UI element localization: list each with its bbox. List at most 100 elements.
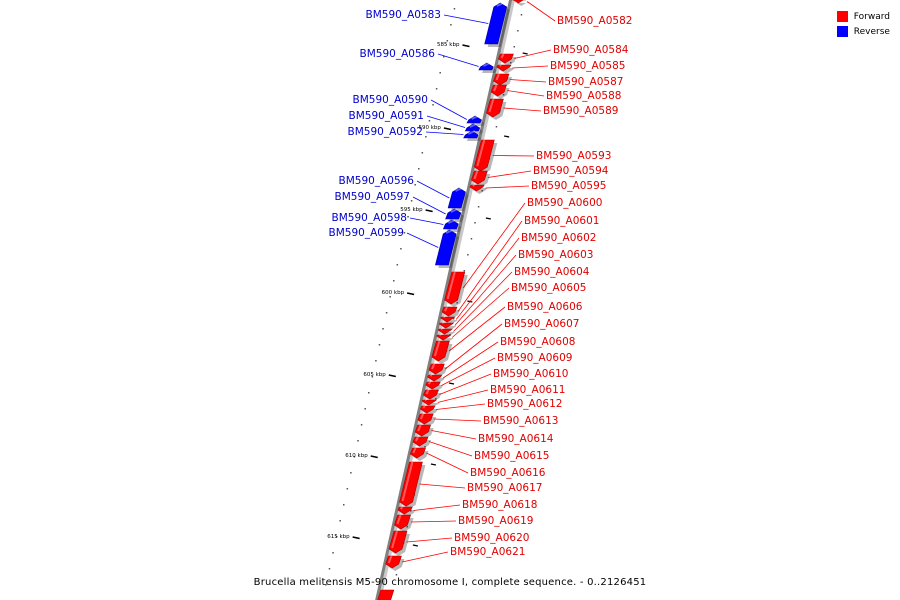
gene-label[interactable]: BM590_A0609 bbox=[497, 352, 572, 364]
gene-feature-BM590_A0618[interactable] bbox=[397, 506, 416, 517]
gene-feature-BM590_A0598[interactable] bbox=[442, 219, 462, 232]
gene-label[interactable]: BM590_A0588 bbox=[546, 90, 621, 102]
gene-label[interactable]: BM590_A0595 bbox=[531, 180, 606, 192]
gene-label[interactable]: BM590_A0586 bbox=[360, 48, 436, 60]
gene-feature-BM590_A0599[interactable] bbox=[435, 229, 460, 268]
gene-label[interactable]: BM590_A0589 bbox=[543, 105, 618, 117]
position-dot bbox=[353, 456, 356, 458]
position-dot bbox=[410, 200, 413, 202]
gene-label[interactable]: BM590_A0614 bbox=[478, 433, 554, 445]
gene-feature-BM590_A0588[interactable] bbox=[490, 84, 510, 99]
position-dot bbox=[325, 584, 327, 586]
position-dot bbox=[446, 40, 449, 42]
position-dot bbox=[443, 56, 445, 58]
gene-feature-BM590_A0602[interactable] bbox=[440, 316, 458, 325]
gene-feature-BM590_A0612[interactable] bbox=[419, 405, 438, 416]
gene-feature-BM590_A0606[interactable] bbox=[431, 340, 453, 364]
gene-label[interactable]: BM590_A0599 bbox=[329, 227, 404, 239]
gene-feature-BM590_A0585[interactable] bbox=[496, 64, 514, 74]
position-dot bbox=[375, 360, 377, 362]
legend-forward-label: Forward bbox=[853, 11, 890, 22]
gene-label[interactable]: BM590_A0601 bbox=[524, 215, 599, 227]
gene-label[interactable]: BM590_A0596 bbox=[339, 175, 415, 187]
gene-feature-BM590_A0617[interactable] bbox=[399, 461, 426, 509]
gene-feature-BM590_A0611[interactable] bbox=[421, 399, 440, 408]
position-dot bbox=[328, 568, 331, 570]
gene-label[interactable]: BM590_A0600 bbox=[527, 197, 602, 209]
gene-feature-BM590_A0592[interactable] bbox=[463, 130, 482, 141]
gene-feature-BM590_A0600[interactable] bbox=[444, 271, 468, 307]
gene-feature-BM590_A0607[interactable] bbox=[428, 363, 448, 377]
gene-feature-BM590_A0595[interactable] bbox=[469, 184, 488, 194]
minor-tick-mark bbox=[504, 135, 510, 138]
gene-label[interactable]: BM590_A0620 bbox=[454, 532, 529, 544]
gene-feature-BM590_A0603[interactable] bbox=[438, 322, 457, 331]
gene-label[interactable]: BM590_A0605 bbox=[511, 282, 586, 294]
gene-feature-BM590_A0589[interactable] bbox=[486, 98, 507, 120]
gene-label[interactable]: BM590_A0585 bbox=[550, 60, 625, 72]
leader-line bbox=[448, 306, 506, 352]
gene-label[interactable]: BM590_A0604 bbox=[514, 266, 590, 278]
position-dot bbox=[395, 574, 398, 576]
gene-label[interactable]: BM590_A0597 bbox=[335, 191, 410, 203]
gene-label[interactable]: BM590_A0607 bbox=[504, 318, 579, 330]
gene-label[interactable]: BM590_A0619 bbox=[458, 515, 533, 527]
gene-label[interactable]: BM590_A0612 bbox=[487, 398, 562, 410]
gene-label[interactable]: BM590_A0594 bbox=[533, 165, 609, 177]
leader-line bbox=[457, 220, 523, 312]
gene-label[interactable]: BM590_A0611 bbox=[490, 384, 565, 396]
gene-feature-BM590_A0616[interactable] bbox=[409, 447, 429, 461]
gene-feature-BM590_A0582[interactable] bbox=[512, 0, 529, 6]
gene-label[interactable]: BM590_A0610 bbox=[493, 368, 568, 380]
gene-feature-BM590_A0614[interactable] bbox=[414, 424, 434, 439]
gene-feature-BM590_A0619[interactable] bbox=[394, 514, 414, 532]
gene-label[interactable]: BM590_A0613 bbox=[483, 415, 558, 427]
gene-feature-BM590_A0597[interactable] bbox=[445, 208, 464, 222]
position-dot bbox=[403, 232, 406, 234]
gene-label[interactable]: BM590_A0602 bbox=[521, 232, 596, 244]
gene-label[interactable]: BM590_A0616 bbox=[470, 467, 546, 479]
gene-label[interactable]: BM590_A0590 bbox=[353, 94, 428, 106]
gene-label[interactable]: BM590_A0584 bbox=[553, 44, 629, 56]
gene-label[interactable]: BM590_A0593 bbox=[536, 150, 611, 162]
leader-line bbox=[441, 357, 496, 386]
gene-label[interactable]: BM590_A0592 bbox=[348, 126, 423, 138]
gene-feature-BM590_A0586[interactable] bbox=[478, 62, 497, 73]
position-dot bbox=[396, 264, 399, 266]
reverse-swatch bbox=[836, 26, 848, 37]
gene-label[interactable]: BM590_A0618 bbox=[462, 499, 537, 511]
position-dot bbox=[407, 216, 409, 218]
gene-feature-BM590_A0615[interactable] bbox=[412, 436, 431, 449]
kbp-tick-label: 615 kbp bbox=[327, 534, 350, 540]
gene-feature-BM590_A0613[interactable] bbox=[417, 413, 437, 427]
gene-label[interactable]: BM590_A0617 bbox=[467, 482, 542, 494]
gene-label[interactable]: BM590_A0603 bbox=[518, 249, 593, 261]
gene-feature-BM590_A0608[interactable] bbox=[427, 374, 445, 384]
gene-label[interactable]: BM590_A0606 bbox=[507, 301, 583, 313]
gene-feature-BM590_A0620[interactable] bbox=[388, 530, 410, 556]
position-dot bbox=[435, 88, 438, 90]
gene-feature-BM590_A0596[interactable] bbox=[447, 187, 469, 211]
gene-feature-BM590_A0609[interactable] bbox=[425, 381, 444, 392]
gene-label[interactable]: BM590_A0615 bbox=[474, 450, 549, 462]
gene-feature-BM590_A0604[interactable] bbox=[437, 328, 456, 337]
gene-label[interactable]: BM590_A0598 bbox=[332, 212, 407, 224]
leader-line bbox=[455, 237, 520, 320]
gene-label[interactable]: BM590_A0583 bbox=[366, 9, 441, 21]
gene-feature-BM590_A0594[interactable] bbox=[471, 170, 491, 187]
leader-line bbox=[426, 115, 466, 128]
gene-feature-BM590_A0621[interactable] bbox=[385, 555, 405, 571]
gene-label[interactable]: BM590_A0591 bbox=[349, 110, 424, 122]
gene-feature-BM590_A0593[interactable] bbox=[473, 139, 498, 174]
position-dot bbox=[414, 184, 416, 186]
gene-label[interactable]: BM590_A0608 bbox=[500, 336, 575, 348]
leader-line bbox=[462, 202, 526, 289]
kbp-tick-label: 600 kbp bbox=[382, 290, 405, 296]
gene-feature-BM590_A0584[interactable] bbox=[498, 53, 517, 66]
gene-label[interactable]: BM590_A0621 bbox=[450, 546, 525, 558]
gene-feature-BM590_A0605[interactable] bbox=[436, 334, 454, 343]
gene-feature-BM590_A0583[interactable] bbox=[484, 2, 510, 47]
leader-line bbox=[410, 520, 457, 523]
gene-label[interactable]: BM590_A0587 bbox=[548, 76, 623, 88]
gene-label[interactable]: BM590_A0582 bbox=[557, 15, 632, 27]
